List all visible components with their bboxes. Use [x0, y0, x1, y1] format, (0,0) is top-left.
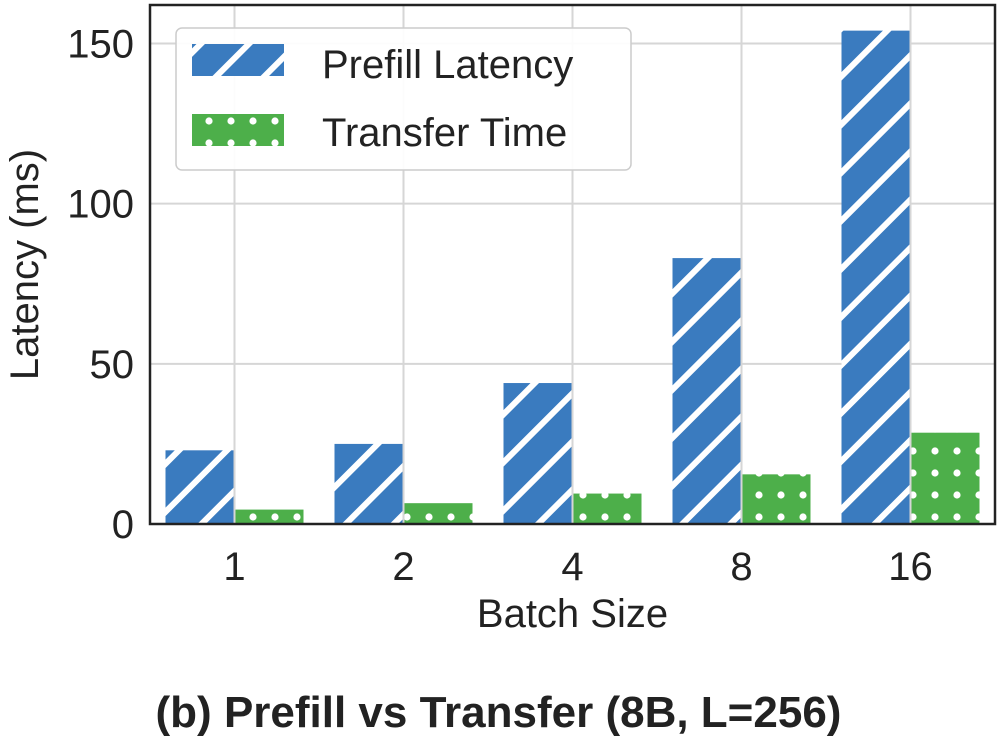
y-tick-label: 100	[67, 183, 134, 227]
figure-caption: (b) Prefill vs Transfer (8B, L=256)	[155, 688, 842, 737]
y-tick-label: 0	[112, 503, 134, 547]
bar-transfer-time	[742, 474, 811, 524]
legend-swatch-transfer-time	[192, 114, 284, 146]
x-axis-label: Batch Size	[477, 592, 668, 636]
bar-prefill-latency	[334, 443, 403, 524]
legend-label-transfer-time: Transfer Time	[322, 111, 567, 155]
y-tick-label: 150	[67, 22, 134, 66]
y-tick-labels: 0 50 100 150	[67, 22, 134, 547]
x-tick-label: 4	[561, 545, 583, 589]
bar-prefill-latency	[165, 450, 234, 524]
bar-transfer-time	[404, 503, 473, 524]
plot-frame	[148, 3, 997, 526]
bar-prefill-latency	[503, 383, 572, 524]
legend-box	[175, 27, 632, 171]
x-tick-label: 2	[392, 545, 414, 589]
bar-transfer-time	[911, 432, 980, 524]
y-tick-label: 50	[90, 343, 135, 387]
bars	[165, 30, 980, 524]
bar-transfer-time	[573, 493, 642, 524]
x-tick-label: 1	[223, 545, 245, 589]
y-axis-label: Latency (ms)	[3, 149, 47, 380]
bar-prefill-latency	[672, 258, 741, 524]
legend-swatch-prefill-latency	[192, 44, 284, 76]
x-tick-label: 16	[888, 545, 933, 589]
legend: Prefill Latency Transfer Time	[175, 27, 632, 171]
legend-label-prefill-latency: Prefill Latency	[322, 43, 573, 87]
x-tick-label: 8	[730, 545, 752, 589]
bar-prefill-latency	[841, 30, 910, 524]
bar-transfer-time	[235, 509, 304, 524]
x-tick-labels: 1 2 4 8 16	[223, 545, 932, 589]
chart: 0 50 100 150 1 2 4 8 16 Batch Size Latency (ms)…	[3, 3, 997, 636]
